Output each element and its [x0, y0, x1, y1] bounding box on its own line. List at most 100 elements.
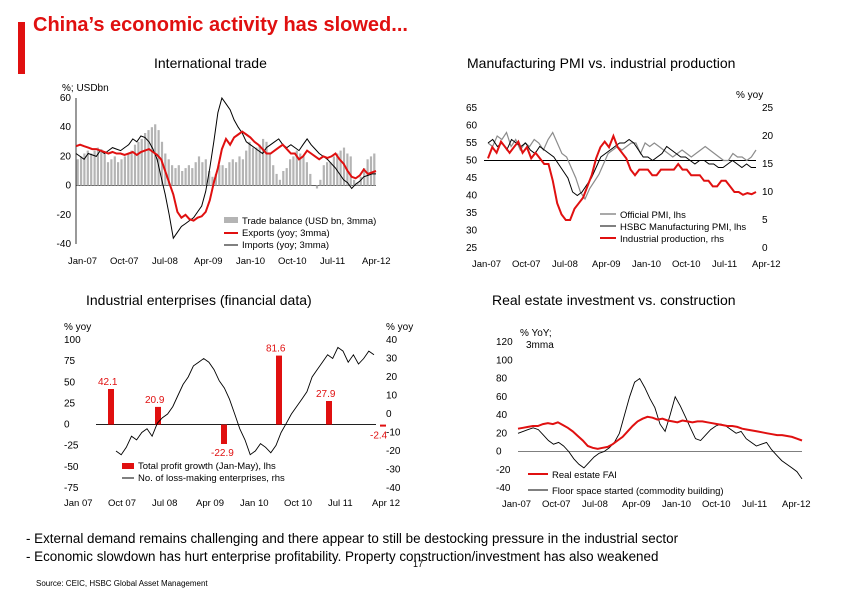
y-tick-label-trade: 40 [60, 122, 72, 133]
profit-growth-bar [276, 355, 282, 425]
trade-balance-bar [106, 162, 110, 186]
trade-balance-bar [224, 168, 228, 186]
trade-balance-bar [110, 159, 113, 186]
trade-balance-bar [241, 159, 244, 186]
profit-growth-bar [108, 389, 114, 425]
x-tick-label-industrial: Oct 07 [108, 498, 136, 509]
trade-balance-bar [339, 150, 342, 186]
x-tick-label-real-estate: Jul-11 [742, 499, 767, 510]
trade-balance-bar [329, 162, 332, 186]
profit-growth-bar [221, 424, 227, 444]
loss-making-line [115, 346, 375, 456]
real-estate-chart: % YoY;3mma 120 100 80 60 40 20 0 -20 -40 Jan-07 Oct… [496, 328, 811, 510]
x-tick-label-real-estate: Apr-12 [782, 499, 811, 510]
trade-balance-bar [319, 179, 322, 186]
trade-balance-bar [258, 144, 261, 186]
trade-balance-bar [218, 165, 221, 186]
page-number: 17 [413, 559, 424, 569]
trade-balance-bar [305, 162, 308, 186]
legend-swatch-trade-balance [224, 217, 238, 223]
x-tick-label-pmi: Jul-08 [552, 259, 578, 270]
x-tick-label-trade: Apr-12 [362, 256, 391, 267]
trade-balance-bar [147, 130, 150, 186]
trade-balance-bar [221, 165, 224, 186]
trade-balance-bar [177, 165, 180, 186]
trade-balance-bar [130, 150, 133, 186]
trade-balance-bar [302, 156, 305, 186]
trade-balance-bar [76, 159, 79, 186]
real-estate-fai-line [517, 415, 803, 450]
trade-balance-bar [113, 156, 116, 186]
profit-growth-label: 20.9 [145, 395, 165, 406]
x-tick-label-pmi: Jan-10 [632, 259, 661, 270]
x-tick-label-industrial: Jan 07 [64, 498, 93, 509]
y-tick-label-industrial-right: 40 [386, 335, 398, 346]
bullet-item-1: - External demand remains challenging an… [26, 531, 679, 546]
trade-balance-bar [245, 150, 248, 186]
trade-balance-bar [349, 156, 352, 186]
legend-label-floor: Floor space started (commodity building) [552, 486, 724, 497]
y-tick-label-industrial-right: -10 [386, 428, 401, 439]
y-tick-label-real-estate: -20 [496, 465, 511, 476]
y-tick-label-pmi: 60 [466, 121, 478, 132]
trade-balance-bar [191, 168, 194, 186]
hsbc-pmi-line [487, 138, 756, 197]
chart-title-real-estate: Real estate investment vs. construction [492, 292, 736, 308]
axis-label-industrial-left: % yoy [64, 322, 91, 333]
profit-growth-label: -22.9 [211, 448, 234, 459]
y-tick-label-trade: 20 [60, 151, 72, 162]
trade-balance-bar [231, 159, 234, 186]
y-tick-label-real-estate: 80 [496, 374, 508, 385]
x-tick-label-trade: Jul-08 [152, 256, 178, 267]
trade-balance-bar [201, 162, 204, 186]
y-tick-label-pmi: 40 [466, 191, 478, 202]
y-tick-label-industrial: -75 [64, 483, 79, 494]
y-tick-label-real-estate: 20 [496, 428, 508, 439]
trade-balance-bar [299, 153, 302, 186]
trade-balance-bar [184, 168, 187, 186]
trade-balance-bar [171, 165, 174, 186]
trade-balance-bar [150, 127, 153, 186]
x-tick-label-real-estate: Oct-07 [542, 499, 571, 510]
y-tick-label-real-estate: 100 [496, 355, 513, 366]
trade-balance-bar [292, 156, 295, 186]
x-tick-label-trade: Oct-07 [110, 256, 139, 267]
trade-balance-bar [359, 176, 362, 186]
profit-growth-label: 27.9 [316, 389, 336, 400]
y-tick-label-pmi-right: 5 [762, 215, 768, 226]
trade-balance-bar [289, 159, 292, 186]
trade-balance-bar [211, 176, 214, 186]
trade-balance-bar [309, 173, 312, 186]
trade-balance-bar [120, 159, 123, 186]
y-tick-label-industrial: 50 [64, 377, 76, 388]
accent-bar [18, 22, 25, 74]
bullet-item-2: - Economic slowdown has hurt enterprise … [26, 549, 659, 564]
y-tick-label-industrial-right: 30 [386, 354, 398, 365]
legend-label-ip: Industrial production, rhs [620, 234, 724, 245]
y-tick-label-industrial: 25 [64, 398, 76, 409]
x-tick-label-industrial: Jul 11 [328, 498, 353, 509]
y-tick-label-real-estate: 40 [496, 410, 508, 421]
trade-balance-bar [197, 156, 201, 186]
trade-balance-bar [140, 138, 143, 186]
trade-balance-bar [342, 147, 346, 186]
y-tick-label-industrial-right: 10 [386, 391, 398, 402]
source-note: Source: CEIC, HSBC Global Asset Manageme… [36, 579, 208, 588]
x-tick-label-pmi: Jan-07 [472, 259, 501, 270]
y-tick-label-trade: 0 [65, 181, 71, 192]
trade-balance-bar [86, 150, 89, 186]
profit-growth-label: 81.6 [266, 344, 286, 355]
axis-label-industrial-right: % yoy [386, 322, 413, 333]
trade-balance-bar [369, 156, 373, 186]
trade-balance-bar [282, 171, 285, 186]
y-tick-label-pmi: 45 [466, 173, 478, 184]
y-tick-label-industrial-right: 0 [386, 409, 392, 420]
profit-growth-bar [326, 401, 332, 425]
y-tick-label-industrial-right: 20 [386, 372, 398, 383]
y-tick-label-pmi: 30 [466, 226, 478, 237]
trade-balance-bar [278, 179, 281, 186]
x-tick-label-real-estate: Jan-10 [662, 499, 691, 510]
profit-growth-bar [155, 406, 161, 425]
x-tick-label-real-estate: Jul-08 [582, 499, 608, 510]
chart-title-industrial: Industrial enterprises (financial data) [86, 292, 312, 308]
